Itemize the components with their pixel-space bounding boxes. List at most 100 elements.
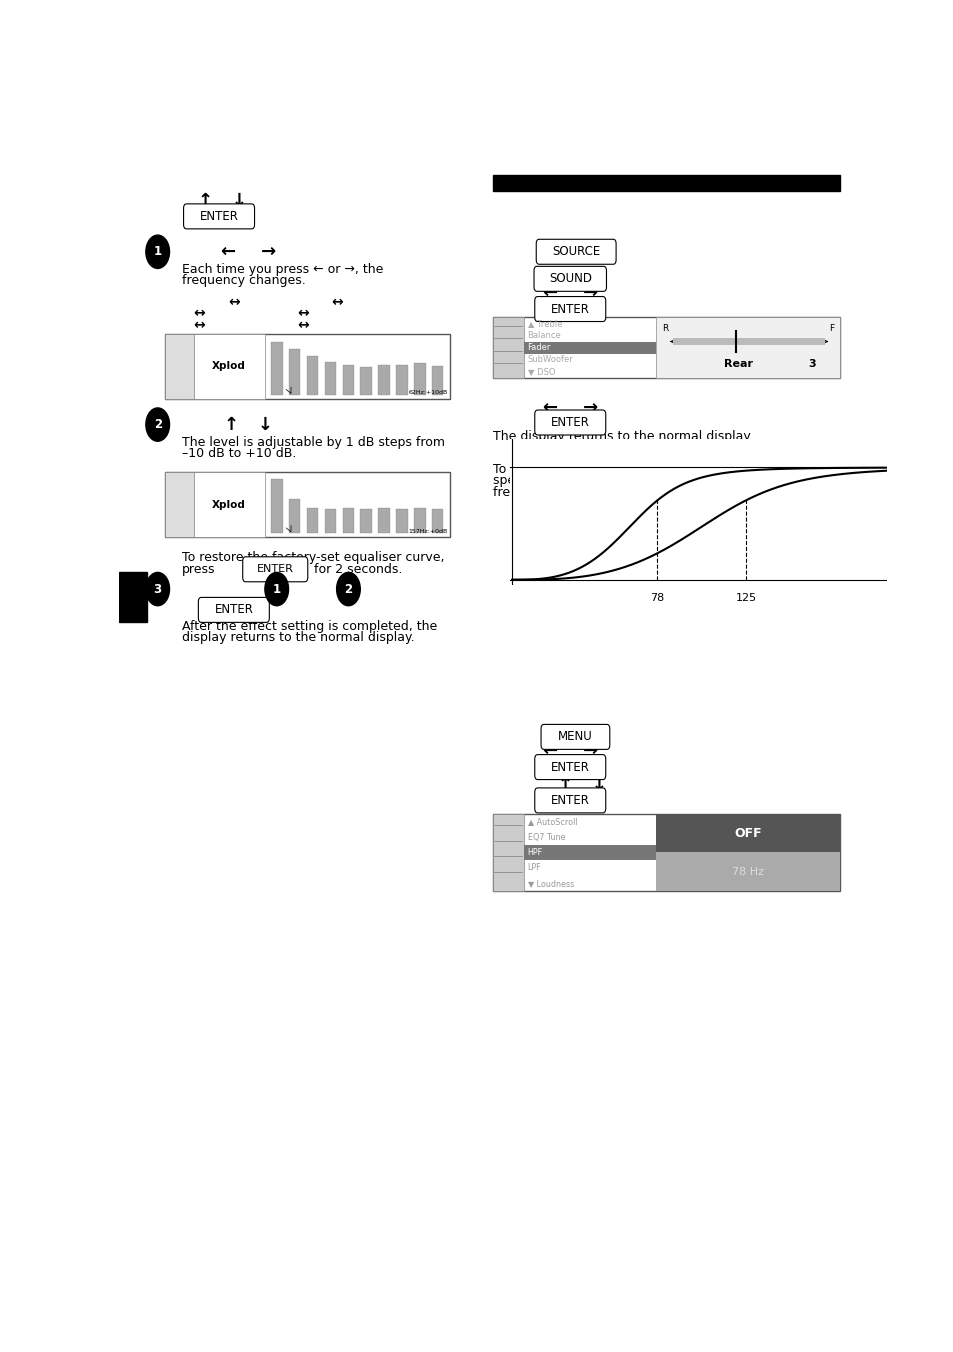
Text: ▼ DSO: ▼ DSO bbox=[527, 368, 555, 376]
FancyBboxPatch shape bbox=[535, 410, 605, 435]
Text: EQ7 Tune: EQ7 Tune bbox=[527, 833, 564, 841]
Text: 2: 2 bbox=[153, 418, 162, 431]
Text: After the effect setting is completed, the: After the effect setting is completed, t… bbox=[182, 621, 436, 633]
Bar bbox=[119, 572, 147, 622]
Text: Rear: Rear bbox=[723, 360, 753, 369]
Bar bbox=[165, 334, 193, 399]
Text: SOURCE: SOURCE bbox=[552, 245, 599, 258]
Bar bbox=[656, 318, 840, 377]
Text: ▼ Loudness: ▼ Loudness bbox=[527, 879, 574, 888]
Text: 78: 78 bbox=[650, 594, 664, 603]
Bar bbox=[414, 362, 425, 395]
Text: ↑   ↓: ↑ ↓ bbox=[558, 776, 607, 794]
Bar bbox=[271, 342, 282, 395]
Text: ENTER: ENTER bbox=[199, 210, 238, 223]
FancyBboxPatch shape bbox=[242, 557, 308, 581]
Text: ▲ AutoScroll: ▲ AutoScroll bbox=[527, 817, 577, 826]
Bar bbox=[193, 472, 264, 537]
Bar bbox=[395, 365, 407, 395]
Text: R: R bbox=[661, 323, 667, 333]
Circle shape bbox=[146, 235, 170, 269]
Text: display returns to the normal display.: display returns to the normal display. bbox=[182, 631, 415, 645]
Text: 2: 2 bbox=[344, 583, 353, 596]
Bar bbox=[307, 356, 318, 395]
Text: ENTER: ENTER bbox=[550, 761, 589, 773]
Text: LPF: LPF bbox=[527, 864, 540, 872]
Text: ENTER: ENTER bbox=[256, 564, 294, 575]
Text: Xplod: Xplod bbox=[212, 500, 246, 510]
Text: frequency changes.: frequency changes. bbox=[182, 274, 306, 288]
Text: 78 Hz: 78 Hz bbox=[731, 867, 763, 876]
Text: ↑   ↓: ↑ ↓ bbox=[198, 192, 247, 210]
Text: ↔: ↔ bbox=[332, 295, 343, 308]
Text: ←    →: ← → bbox=[542, 742, 598, 760]
Text: ↔: ↔ bbox=[296, 306, 308, 320]
Text: OFF: OFF bbox=[734, 826, 761, 840]
Bar bbox=[271, 479, 282, 533]
Text: SubWoofer: SubWoofer bbox=[527, 356, 573, 364]
Bar bbox=[360, 368, 372, 395]
Bar bbox=[377, 507, 390, 533]
FancyBboxPatch shape bbox=[535, 754, 605, 780]
FancyBboxPatch shape bbox=[198, 598, 269, 622]
FancyBboxPatch shape bbox=[534, 266, 606, 291]
Bar bbox=[523, 342, 656, 354]
Text: To restore the factory-set equaliser curve,: To restore the factory-set equaliser cur… bbox=[182, 552, 444, 564]
Bar bbox=[492, 318, 840, 377]
Text: 157Hz:+0dB: 157Hz:+0dB bbox=[408, 529, 447, 534]
Text: Fader: Fader bbox=[527, 343, 551, 352]
Bar bbox=[656, 814, 840, 853]
Text: ↔: ↔ bbox=[296, 318, 308, 331]
Bar bbox=[377, 365, 390, 395]
Text: SOUND: SOUND bbox=[548, 272, 591, 285]
Text: Xplod: Xplod bbox=[212, 361, 246, 372]
Text: ↔: ↔ bbox=[228, 295, 239, 308]
Bar bbox=[342, 507, 354, 533]
Text: MENU: MENU bbox=[558, 730, 592, 744]
Text: 3: 3 bbox=[153, 583, 162, 596]
Bar bbox=[324, 510, 335, 533]
Text: ENTER: ENTER bbox=[550, 416, 589, 429]
Bar bbox=[414, 507, 425, 533]
Text: ↔: ↔ bbox=[193, 318, 205, 331]
Text: –10 dB to +10 dB.: –10 dB to +10 dB. bbox=[182, 448, 296, 460]
Text: The display returns to the normal display.: The display returns to the normal displa… bbox=[492, 430, 752, 442]
Bar bbox=[492, 814, 840, 891]
Text: 1: 1 bbox=[153, 245, 162, 258]
FancyBboxPatch shape bbox=[536, 239, 616, 264]
Text: ENTER: ENTER bbox=[214, 603, 253, 617]
Bar bbox=[193, 334, 264, 399]
Bar bbox=[395, 510, 407, 533]
Text: Balance: Balance bbox=[527, 331, 560, 339]
Text: ←    →: ← → bbox=[221, 243, 276, 261]
Bar bbox=[307, 507, 318, 533]
FancyBboxPatch shape bbox=[540, 725, 609, 749]
Text: 62Hz:+10dB: 62Hz:+10dB bbox=[408, 391, 447, 395]
Text: 1: 1 bbox=[273, 583, 280, 596]
Circle shape bbox=[146, 408, 170, 441]
Bar bbox=[324, 362, 335, 395]
Text: ENTER: ENTER bbox=[550, 794, 589, 807]
Bar bbox=[492, 174, 840, 192]
Text: 3: 3 bbox=[808, 360, 816, 369]
Bar bbox=[289, 499, 300, 533]
Text: ↔: ↔ bbox=[193, 306, 205, 320]
Text: ENTER: ENTER bbox=[550, 303, 589, 315]
Bar bbox=[165, 472, 449, 537]
Bar bbox=[342, 365, 354, 395]
Text: HPF: HPF bbox=[527, 848, 542, 857]
FancyBboxPatch shape bbox=[535, 788, 605, 813]
Text: speaker system, you can select the cut-off: speaker system, you can select the cut-o… bbox=[492, 475, 759, 487]
Bar bbox=[165, 334, 449, 399]
Bar bbox=[360, 510, 372, 533]
Text: F: F bbox=[828, 323, 833, 333]
Bar bbox=[672, 338, 824, 345]
Bar bbox=[492, 814, 523, 891]
Text: To match the characteristics of the installed: To match the characteristics of the inst… bbox=[492, 462, 767, 476]
Bar bbox=[289, 349, 300, 395]
Bar bbox=[432, 366, 443, 395]
Bar bbox=[432, 510, 443, 533]
Text: ↑   ↓: ↑ ↓ bbox=[224, 415, 273, 434]
Text: ▲ Treble: ▲ Treble bbox=[527, 319, 561, 329]
Bar bbox=[656, 853, 840, 891]
